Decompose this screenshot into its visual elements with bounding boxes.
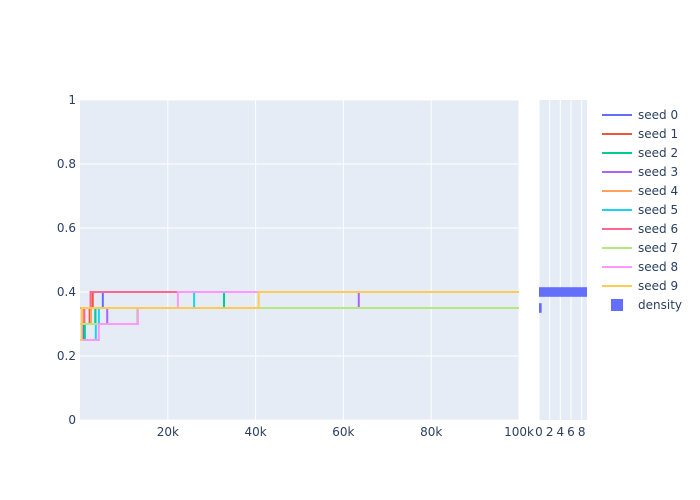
main-x-tick-label: 60k: [332, 425, 354, 439]
legend-item-seed-0[interactable]: seed 0: [602, 108, 678, 122]
legend-label: seed 0: [638, 108, 678, 122]
legend-label: seed 7: [638, 241, 678, 255]
main-x-tick-label: 40k: [244, 425, 266, 439]
main-y-tick-labels: 0 0.2 0.4 0.6 0.8 1: [57, 93, 76, 427]
legend-label: seed 3: [638, 165, 678, 179]
main-x-tick-label: 100k: [504, 425, 534, 439]
main-y-tick-label: 0.6: [57, 221, 76, 235]
main-y-tick-label: 1: [68, 93, 76, 107]
legend-label: seed 4: [638, 184, 678, 198]
main-plot: 20k 40k 60k 80k 100k 0 0.2 0.4 0.6 0.8 1: [57, 93, 534, 439]
main-y-tick-label: 0.2: [57, 349, 76, 363]
legend-label: seed 2: [638, 146, 678, 160]
main-y-tick-label: 0: [68, 413, 76, 427]
series-line-seed-5[interactable]: [80, 291, 519, 341]
main-x-tick-label: 80k: [420, 425, 442, 439]
main-x-tick-labels: 20k 40k 60k 80k 100k: [157, 425, 534, 439]
legend-label: seed 6: [638, 222, 678, 236]
series-line-seed-2[interactable]: [80, 291, 519, 341]
legend[interactable]: seed 0 seed 1 seed 2 seed 3 seed 4 seed 5 seed…: [602, 108, 682, 312]
legend-item-seed-6[interactable]: seed 6: [602, 222, 678, 236]
legend-item-density[interactable]: density: [611, 298, 682, 312]
main-plot-background: [80, 100, 519, 420]
density-x-tick-label: 6: [567, 425, 575, 439]
legend-item-seed-1[interactable]: seed 1: [602, 127, 678, 141]
density-plot-background: [539, 100, 587, 420]
legend-item-seed-3[interactable]: seed 3: [602, 165, 678, 179]
legend-item-seed-9[interactable]: seed 9: [602, 279, 678, 293]
series-line-seed-8[interactable]: [80, 291, 519, 341]
density-bar[interactable]: [539, 287, 587, 297]
legend-label: seed 9: [638, 279, 678, 293]
legend-item-seed-8[interactable]: seed 8: [602, 260, 678, 274]
density-x-tick-label: 8: [578, 425, 586, 439]
legend-item-seed-4[interactable]: seed 4: [602, 184, 678, 198]
main-x-tick-label: 20k: [157, 425, 179, 439]
legend-label: density: [638, 298, 682, 312]
legend-label: seed 8: [638, 260, 678, 274]
density-x-tick-label: 2: [546, 425, 554, 439]
legend-label: seed 5: [638, 203, 678, 217]
legend-swatch: [611, 299, 623, 311]
main-y-tick-label: 0.4: [57, 285, 76, 299]
density-x-tick-label: 0: [535, 425, 543, 439]
legend-label: seed 1: [638, 127, 678, 141]
density-x-tick-label: 4: [557, 425, 565, 439]
legend-item-seed-2[interactable]: seed 2: [602, 146, 678, 160]
legend-item-seed-5[interactable]: seed 5: [602, 203, 678, 217]
density-grid: [538, 100, 583, 420]
density-bars[interactable]: [539, 287, 587, 313]
density-bar[interactable]: [539, 303, 542, 313]
main-y-tick-label: 0.8: [57, 157, 76, 171]
legend-item-seed-7[interactable]: seed 7: [602, 241, 678, 255]
series-line-seed-9[interactable]: [80, 291, 519, 341]
main-series-lines[interactable]: [80, 291, 519, 341]
